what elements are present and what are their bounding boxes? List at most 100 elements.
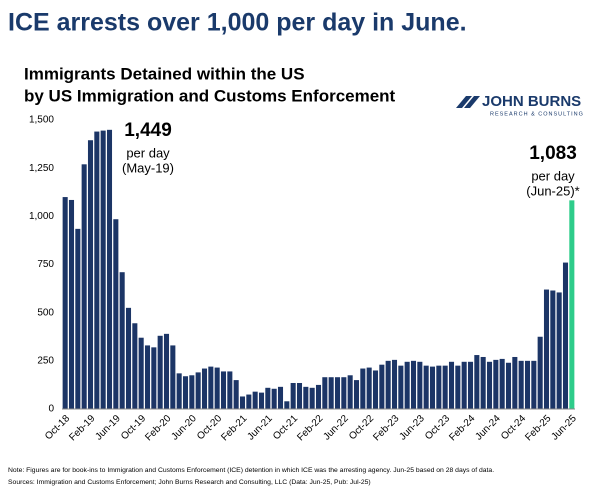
bar [455,365,461,409]
logo-name: JOHN BURNS [482,93,581,110]
bar [499,358,505,409]
bar [410,360,417,409]
annotation-text: per day [531,168,575,183]
bar [366,367,372,409]
x-tick-label: Jun-23 [397,413,427,443]
bar [201,368,208,409]
bar [474,355,480,409]
note: Note: Figures are for book-ins to Immigr… [8,467,494,474]
bar [157,335,163,409]
logo-tagline: RESEARCH & CONSULTING [490,111,584,117]
y-tick-label: 1,000 [29,211,54,222]
bar [569,200,575,409]
x-tick-label: Feb-25 [523,413,553,443]
bar [100,130,106,409]
bar [132,323,138,409]
bar [309,387,315,409]
bar [296,382,303,409]
x-tick-label: Feb-24 [447,413,477,443]
annotation-value: 1,083 [529,143,577,164]
bar [341,377,347,409]
x-tick-label: Jun-24 [473,413,503,443]
bar [480,356,486,409]
logo-mark [456,96,472,108]
bar [303,386,309,409]
bar [486,361,493,409]
x-tick-label: Feb-21 [219,413,249,443]
bar [417,361,423,409]
bar [62,197,68,409]
bar [220,371,227,409]
y-tick-label: 1,500 [29,115,54,126]
bar [550,290,556,409]
bar [385,360,391,409]
annotation-value: 1,449 [124,120,172,141]
bar [448,361,455,409]
bar [505,362,512,409]
bar [512,356,518,409]
bar [68,199,75,409]
y-tick-label: 0 [48,404,54,415]
bar [144,345,151,409]
y-tick-label: 250 [37,355,54,366]
y-tick-label: 500 [37,307,54,318]
bar [360,368,366,409]
bar [353,380,360,409]
bar [214,367,220,409]
bar [524,360,531,409]
bar [467,361,474,409]
x-tick-label: Jun-22 [321,413,351,443]
x-tick-label: Oct-23 [423,413,452,442]
x-tick-label: Feb-22 [295,413,325,443]
chart-title: by US Immigration and Customs Enforcemen… [24,86,396,105]
bar [252,391,258,409]
bar [239,396,246,409]
bar [322,377,328,409]
bar [163,333,170,409]
bar [151,347,157,409]
chart-title: Immigrants Detained within the US [24,64,305,83]
bar [404,361,410,409]
bar [442,365,448,409]
bar [562,262,569,409]
source: Sources: Immigration and Customs Enforce… [8,479,371,486]
x-tick-label: Feb-19 [67,413,97,443]
bar [347,375,353,409]
bar [398,365,404,409]
bar [518,360,524,409]
bar [372,370,379,409]
bar [493,359,499,409]
x-tick-label: Feb-23 [371,413,401,443]
bar [277,386,284,409]
bar [290,382,296,409]
y-tick-label: 750 [37,259,54,270]
x-tick-label: Oct-18 [43,413,72,442]
bar [391,359,398,409]
bar [379,364,385,409]
bar [208,366,214,409]
logo-mark [464,96,480,108]
bar [113,219,119,409]
bar [106,129,113,410]
bar [87,140,94,410]
bar [119,272,125,409]
bar [75,228,81,409]
x-tick-label: Jun-20 [169,413,199,443]
bar [284,401,290,409]
bar [265,387,271,409]
x-tick-label: Jun-21 [245,413,275,443]
annotation-text: (Jun-25)* [526,183,579,198]
bar [436,365,442,409]
headline: ICE arrests over 1,000 per day in June. [8,9,467,37]
bar [334,377,341,409]
bar [195,372,201,409]
bar [258,392,265,409]
bar [423,365,429,409]
bar [531,360,537,409]
x-tick-label: Jun-25 [549,413,579,443]
bar [543,289,550,409]
bar [182,376,189,409]
x-tick-label: Feb-20 [143,413,173,443]
bar [138,337,144,409]
